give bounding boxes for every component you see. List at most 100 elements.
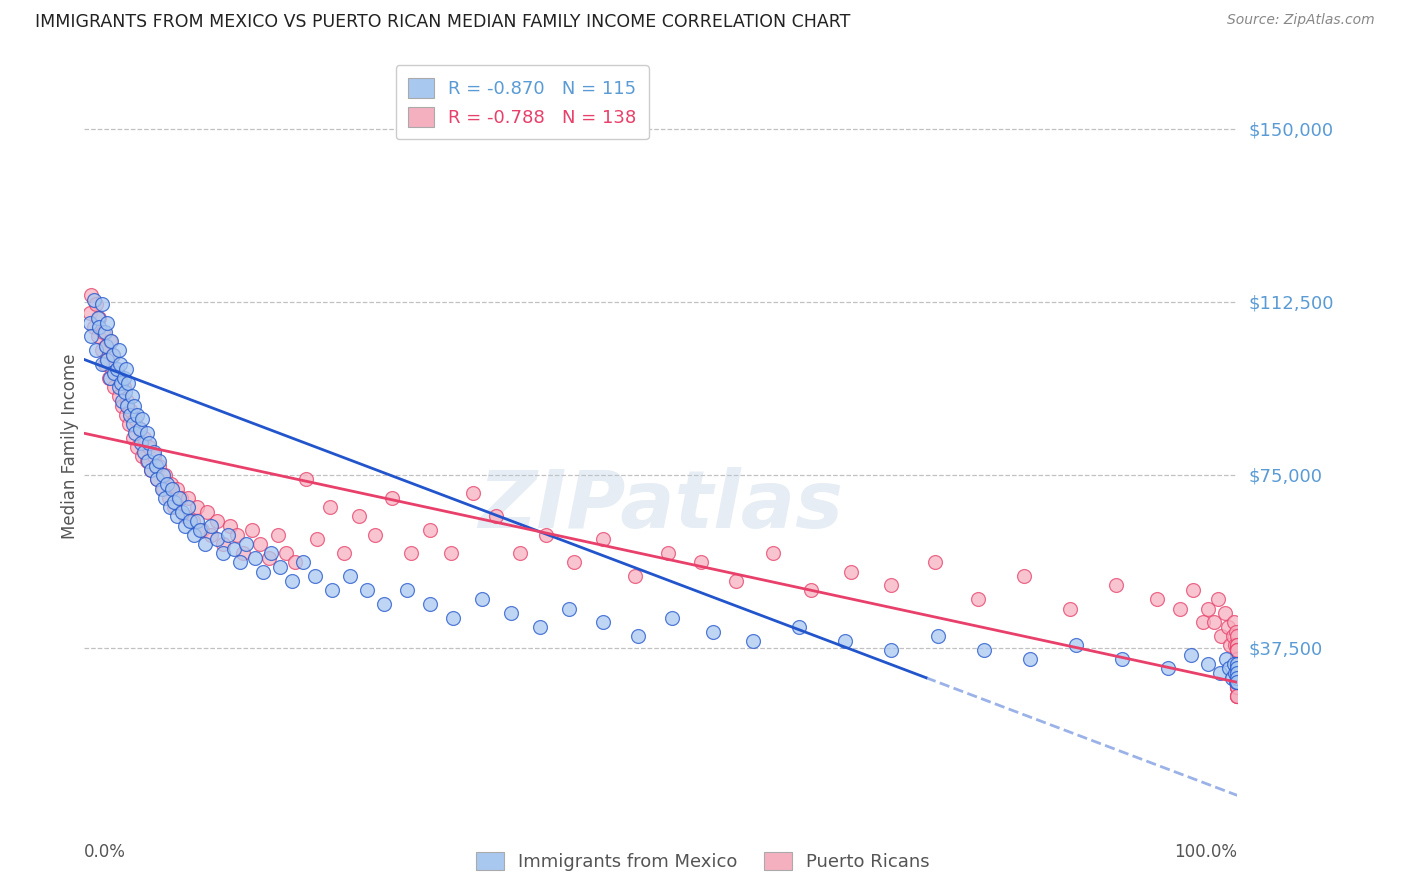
Point <box>96 352 118 367</box>
Text: 0.0%: 0.0% <box>84 843 127 861</box>
Point <box>173 509 195 524</box>
Point <box>1211 629 1233 643</box>
Point <box>267 528 290 542</box>
Point <box>1226 652 1249 666</box>
Point <box>108 343 131 358</box>
Point <box>973 643 995 657</box>
Point <box>112 371 135 385</box>
Point <box>108 357 131 371</box>
Point <box>135 454 157 468</box>
Point <box>177 500 200 514</box>
Point <box>89 311 111 326</box>
Point <box>194 537 217 551</box>
Point <box>94 325 117 339</box>
Point <box>339 569 361 583</box>
Point <box>150 482 173 496</box>
Point <box>105 367 128 381</box>
Point <box>249 537 271 551</box>
Point <box>218 518 240 533</box>
Point <box>419 597 441 611</box>
Point <box>441 611 464 625</box>
Point <box>1226 671 1249 685</box>
Point <box>101 361 124 376</box>
Point <box>257 550 280 565</box>
Point <box>399 546 422 560</box>
Point <box>364 528 387 542</box>
Point <box>108 371 131 385</box>
Point <box>304 569 326 583</box>
Point <box>84 343 107 358</box>
Text: 100.0%: 100.0% <box>1174 843 1237 861</box>
Point <box>235 537 257 551</box>
Point <box>292 556 315 570</box>
Point <box>333 546 356 560</box>
Point <box>90 343 112 358</box>
Point <box>131 450 153 464</box>
Point <box>1226 689 1249 703</box>
Point <box>108 380 131 394</box>
Point <box>1226 639 1249 653</box>
Point <box>1012 569 1035 583</box>
Point <box>471 592 494 607</box>
Point <box>839 565 862 579</box>
Point <box>1226 680 1249 694</box>
Point <box>529 620 551 634</box>
Point <box>1168 601 1191 615</box>
Point <box>87 329 110 343</box>
Point <box>762 546 785 560</box>
Point <box>211 546 233 560</box>
Point <box>163 495 186 509</box>
Point <box>115 394 138 409</box>
Point <box>690 556 713 570</box>
Point <box>128 422 150 436</box>
Point <box>1226 689 1249 703</box>
Point <box>186 500 208 514</box>
Point <box>83 320 105 334</box>
Point <box>1215 652 1237 666</box>
Point <box>624 569 647 583</box>
Point <box>96 339 118 353</box>
Point <box>94 357 117 371</box>
Point <box>138 440 160 454</box>
Point <box>145 458 167 473</box>
Point <box>98 371 121 385</box>
Point <box>1226 643 1249 657</box>
Point <box>108 389 131 403</box>
Point <box>1225 675 1247 690</box>
Point <box>294 472 316 486</box>
Point <box>157 491 180 505</box>
Point <box>80 288 103 302</box>
Point <box>205 533 228 547</box>
Text: Source: ZipAtlas.com: Source: ZipAtlas.com <box>1227 13 1375 28</box>
Legend: Immigrants from Mexico, Puerto Ricans: Immigrants from Mexico, Puerto Ricans <box>470 845 936 879</box>
Point <box>152 467 174 482</box>
Point <box>148 458 170 473</box>
Point <box>205 514 228 528</box>
Point <box>103 380 125 394</box>
Point <box>276 546 298 560</box>
Point <box>179 514 201 528</box>
Point <box>84 297 107 311</box>
Point <box>115 399 138 413</box>
Point <box>1226 666 1249 681</box>
Point <box>627 629 650 643</box>
Point <box>1226 671 1249 685</box>
Point <box>186 514 208 528</box>
Point <box>1064 639 1087 653</box>
Point <box>90 297 112 311</box>
Point <box>111 399 134 413</box>
Point <box>1223 666 1246 681</box>
Point <box>880 578 903 592</box>
Point <box>1223 615 1246 630</box>
Point <box>188 523 211 537</box>
Point <box>181 514 204 528</box>
Point <box>142 450 165 464</box>
Point <box>1226 661 1249 675</box>
Point <box>124 412 146 426</box>
Point <box>1198 601 1220 615</box>
Point <box>1223 639 1246 653</box>
Point <box>115 408 138 422</box>
Text: ZIPatlas: ZIPatlas <box>478 467 844 545</box>
Point <box>177 491 200 505</box>
Point <box>373 597 395 611</box>
